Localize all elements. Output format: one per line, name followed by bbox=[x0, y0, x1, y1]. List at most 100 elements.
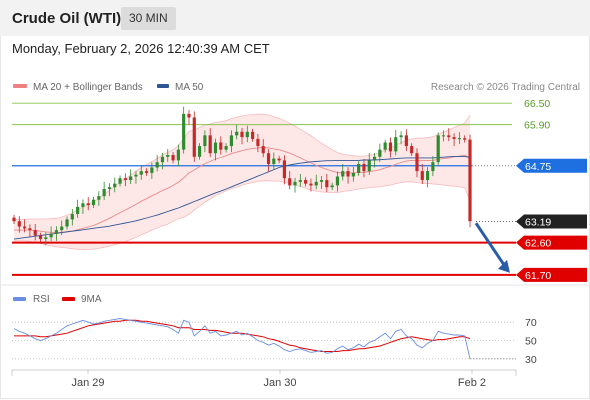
candle-body bbox=[12, 217, 16, 222]
price-levels bbox=[12, 102, 516, 276]
candle-body bbox=[351, 172, 355, 177]
candle-body bbox=[346, 171, 350, 177]
ma50-line bbox=[13, 155, 471, 240]
candle-body bbox=[304, 180, 308, 184]
candle-body bbox=[404, 135, 408, 147]
instrument-title: Crude Oil (WTI) bbox=[12, 10, 122, 27]
bollinger-legend-label: MA 20 + Bollinger Bands bbox=[33, 82, 143, 93]
timeframe-badge[interactable]: 30 MIN bbox=[121, 7, 176, 30]
x-tick-label: Jan 29 bbox=[71, 377, 104, 389]
x-tick-label: Feb 2 bbox=[458, 377, 486, 389]
support-price-tag-61-70 bbox=[516, 267, 587, 282]
candle-body bbox=[102, 189, 106, 197]
bollinger-lower-line bbox=[14, 180, 471, 251]
candle-body bbox=[235, 131, 239, 136]
candle-body bbox=[44, 237, 48, 240]
candle-body bbox=[229, 135, 233, 147]
candle-body bbox=[441, 135, 446, 137]
candle-body bbox=[160, 156, 165, 163]
resistance-label-66-50: 66.50 bbox=[524, 98, 550, 110]
candle-body bbox=[436, 135, 440, 163]
candle-body bbox=[256, 138, 260, 147]
resistance-label-65-90: 65.90 bbox=[524, 120, 550, 132]
candle-body bbox=[341, 171, 345, 177]
rsi-tick-50: 50 bbox=[525, 336, 537, 348]
candle-body bbox=[447, 135, 451, 138]
support-label-62-60: 62.60 bbox=[525, 238, 551, 250]
bollinger-legend-swatch bbox=[13, 84, 27, 88]
candle-body bbox=[176, 149, 180, 161]
candle-body bbox=[431, 162, 435, 172]
candle-body bbox=[378, 149, 382, 157]
bollinger-upper-line bbox=[14, 113, 471, 220]
last-price-label: 63.19 bbox=[525, 217, 551, 229]
rsi-legend-label: RSI bbox=[33, 294, 50, 305]
rsi-tick-70: 70 bbox=[525, 317, 537, 329]
chart-header: Crude Oil (WTI) 30 MIN bbox=[0, 0, 590, 36]
rsi-legend-swatch bbox=[13, 297, 26, 301]
ma50-legend-label: MA 50 bbox=[175, 82, 204, 93]
candle-body bbox=[107, 187, 112, 189]
candle-body bbox=[129, 176, 133, 181]
rsi-grid: 70 50 30 bbox=[12, 317, 537, 366]
candle-body bbox=[49, 233, 53, 238]
forecast-arrow-shaft bbox=[474, 222, 508, 269]
pivot-label-64-75: 64.75 bbox=[525, 161, 551, 173]
pivot-price-tag bbox=[516, 158, 587, 173]
candle-body bbox=[335, 176, 340, 186]
candle-body bbox=[293, 181, 297, 186]
candle-body bbox=[282, 160, 287, 179]
candle-body bbox=[76, 206, 80, 215]
rsi-lines bbox=[13, 318, 516, 360]
candle-body bbox=[144, 171, 149, 173]
candle-body bbox=[394, 137, 398, 152]
candle-body bbox=[86, 203, 90, 206]
candle-body bbox=[28, 228, 32, 231]
chart-datetime: Monday, February 2, 2026 12:40:39 AM CET bbox=[12, 41, 270, 56]
forecast-arrow bbox=[474, 222, 510, 273]
candle-body bbox=[298, 180, 302, 182]
candle-body bbox=[123, 178, 127, 181]
candle-body bbox=[113, 183, 117, 188]
candle-body bbox=[17, 221, 21, 227]
candle-body bbox=[38, 235, 43, 240]
research-credit: Research © 2026 Trading Central bbox=[431, 82, 580, 93]
candle-body bbox=[245, 131, 249, 138]
candle-body bbox=[187, 113, 191, 118]
candle-body bbox=[139, 171, 143, 175]
ma20-line bbox=[14, 147, 471, 234]
support-label-61-70: 61.70 bbox=[525, 270, 551, 282]
candle-body bbox=[192, 117, 196, 157]
candle-body bbox=[23, 226, 27, 229]
candle-body bbox=[171, 155, 175, 161]
candle-body bbox=[357, 163, 361, 173]
forecast-arrow-head bbox=[498, 259, 510, 273]
candle-body bbox=[60, 226, 64, 231]
candle-body bbox=[383, 142, 387, 150]
candle-body bbox=[33, 230, 37, 236]
candle-body bbox=[91, 199, 96, 206]
candle-body bbox=[65, 219, 69, 227]
candle-body bbox=[54, 230, 59, 234]
candle-body bbox=[150, 167, 154, 173]
candle-body bbox=[203, 135, 207, 147]
candle-body bbox=[134, 174, 138, 177]
candle-body bbox=[277, 158, 281, 161]
candle-body bbox=[155, 162, 159, 168]
candle-body bbox=[182, 113, 186, 150]
ma50-legend-swatch bbox=[157, 84, 169, 88]
candle-body bbox=[219, 142, 223, 150]
moving-averages bbox=[13, 147, 471, 240]
candle-body bbox=[388, 142, 393, 152]
candle-body bbox=[399, 135, 403, 138]
candle-body bbox=[420, 171, 424, 181]
candle-body bbox=[224, 146, 228, 150]
rsi-ma-line bbox=[14, 319, 471, 352]
rsi-ma-legend-label: 9MA bbox=[81, 294, 102, 305]
candle-body bbox=[325, 180, 329, 188]
candle-body bbox=[463, 138, 467, 140]
candle-body bbox=[319, 180, 324, 182]
candle-body bbox=[166, 155, 170, 157]
candle-body bbox=[97, 196, 101, 200]
